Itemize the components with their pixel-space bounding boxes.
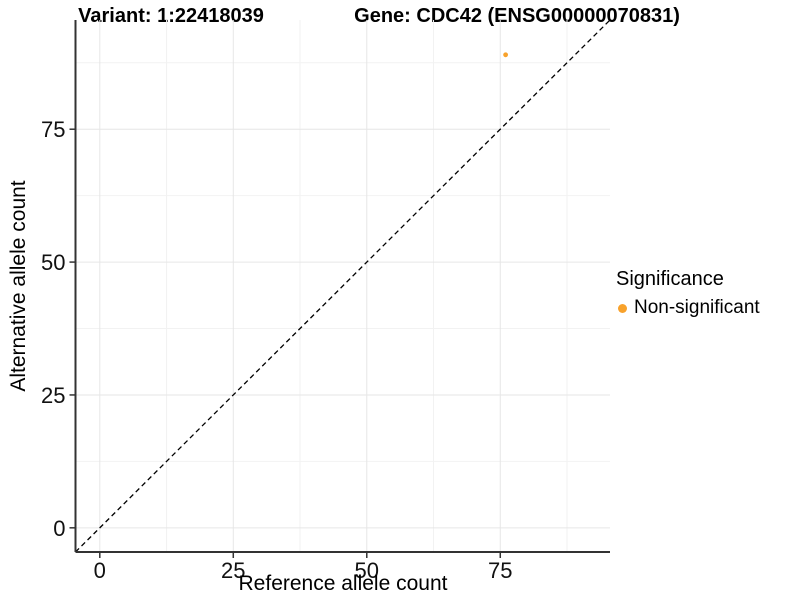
x-axis-title: Reference allele count <box>238 572 448 595</box>
y-tick-label: 0 <box>53 516 65 541</box>
x-tick-label: 75 <box>488 558 512 583</box>
identity-line <box>75 19 611 553</box>
y-tick-label: 25 <box>41 383 65 408</box>
legend-key-dot <box>618 303 627 313</box>
y-tick-label: 75 <box>41 117 65 142</box>
variant-title: Variant: 1:22418039 <box>78 5 264 27</box>
x-tick-label: 25 <box>221 558 245 583</box>
legend-item-label: Non-significant <box>634 297 760 318</box>
y-axis-title: Alternative allele count <box>7 180 30 392</box>
legend: Significance Non-significant <box>616 268 796 319</box>
x-tick-label: 50 <box>355 558 379 583</box>
y-tick-label: 50 <box>41 250 65 275</box>
x-tick-label: 0 <box>94 558 106 583</box>
data-point <box>503 52 509 58</box>
legend-title: Significance <box>616 268 724 290</box>
gene-title: Gene: CDC42 (ENSG00000070831) <box>354 5 680 27</box>
legend-item-non-significant: Non-significant <box>616 297 796 319</box>
